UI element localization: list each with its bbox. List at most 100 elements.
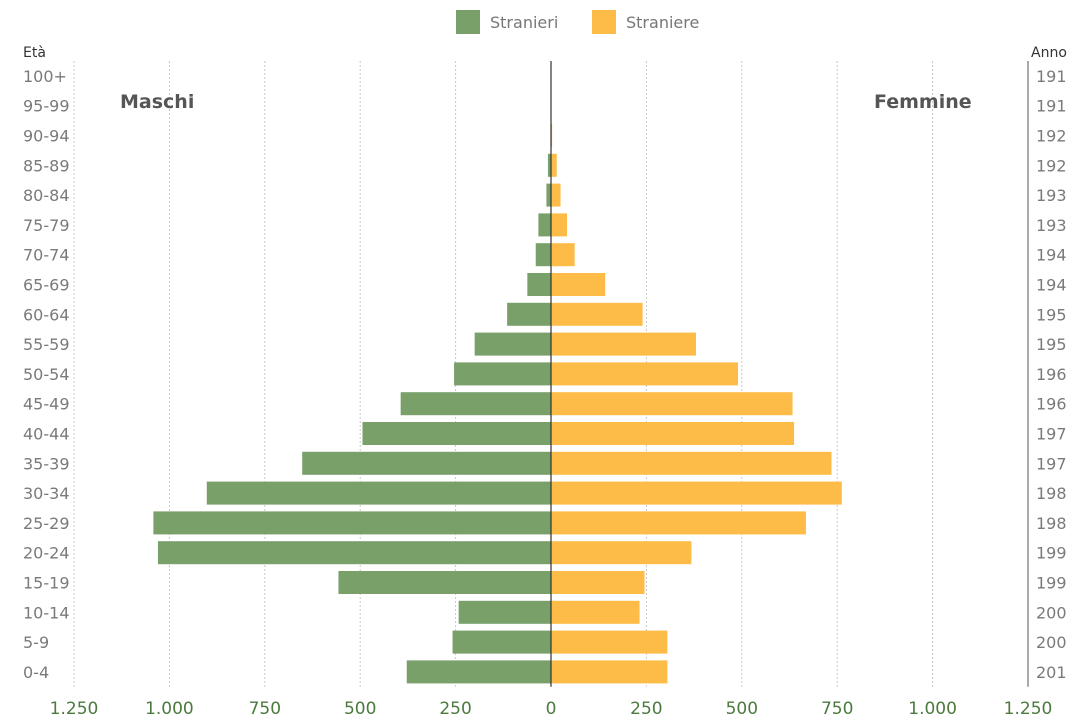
year-label: 200 [1036,633,1067,652]
age-label: 45-49 [23,395,70,414]
year-label: 196 [1036,395,1067,414]
year-label: 192 [1036,127,1067,146]
bar-straniere-40-44 [551,422,795,445]
x-tick-label: 500 [344,699,376,719]
age-label: 5-9 [23,633,49,652]
bar-stranieri-85-89 [547,153,551,177]
age-label: 90-94 [23,127,70,146]
x-tick-labels: 1.250 1.000 750 500 250 0 250 500 750 1.000 1.250 [50,699,1053,719]
year-label: 201 [1036,663,1067,682]
year-label: 197 [1036,454,1067,473]
x-tick-label: 1.250 [1004,699,1053,719]
bar-stranieri-60-64 [507,302,551,326]
year-label: 194 [1036,276,1067,295]
bar-stranieri-35-39 [302,451,551,475]
year-label: 199 [1036,544,1067,563]
right-axis-title: Anno [1031,45,1067,61]
year-label: 191 [1036,67,1067,86]
year-label: 197 [1036,425,1067,444]
bar-straniere-5-9 [551,630,668,654]
bar-straniere-55-59 [551,332,697,356]
x-tick-label: 0 [546,699,557,719]
year-label: 193 [1036,216,1067,235]
year-label: 198 [1036,514,1067,533]
year-label: 192 [1036,156,1067,175]
age-label: 100+ [23,67,67,86]
bar-straniere-30-34 [551,481,842,505]
age-label: 35-39 [23,454,70,473]
year-label: 200 [1036,603,1067,622]
bar-stranieri-0-4 [406,660,551,684]
bar-stranieri-45-49 [400,392,551,416]
x-tick-label: 1.000 [908,699,957,719]
bar-stranieri-30-34 [206,481,551,505]
x-tick-label: 250 [630,699,662,719]
bars [153,94,842,684]
year-label: 195 [1036,335,1067,354]
bar-straniere-75-79 [551,213,568,237]
bar-stranieri-70-74 [535,243,551,267]
x-tick-label: 1.250 [50,699,99,719]
age-label: 85-89 [23,156,70,175]
age-label: 50-54 [23,365,70,384]
bar-straniere-80-84 [551,183,561,207]
bar-stranieri-20-24 [157,541,551,565]
x-tick-label: 500 [726,699,758,719]
legend-swatch-stranieri [456,10,480,34]
age-label: 70-74 [23,246,70,265]
maschi-label: Maschi [120,91,194,113]
bar-stranieri-80-84 [546,183,551,207]
age-label: 30-34 [23,484,70,503]
year-label: 198 [1036,484,1067,503]
year-label: 195 [1036,305,1067,324]
bar-straniere-45-49 [551,392,793,416]
x-tick-label: 1.000 [145,699,194,719]
bar-stranieri-25-29 [153,511,551,535]
year-label: 193 [1036,186,1067,205]
age-labels: 0-4 5-9 10-14 15-19 20-24 25-29 30-34 35-39 40-4… [23,67,70,682]
year-label: 199 [1036,574,1067,593]
x-tick-label: 750 [821,699,853,719]
bar-straniere-15-19 [551,571,645,594]
bar-straniere-60-64 [551,302,643,326]
bar-stranieri-15-19 [338,571,551,594]
bar-stranieri-5-9 [452,630,551,654]
age-label: 55-59 [23,335,70,354]
left-axis-title: Età [23,45,46,61]
bar-stranieri-65-69 [527,273,551,296]
x-tick-label: 250 [439,699,471,719]
age-label: 25-29 [23,514,70,533]
legend-swatch-straniere [592,10,616,34]
age-label: 80-84 [23,186,70,205]
age-label: 0-4 [23,663,49,682]
age-label: 20-24 [23,544,70,563]
bar-straniere-25-29 [551,511,806,535]
bar-straniere-0-4 [551,660,668,684]
legend-label-straniere: Straniere [626,13,699,32]
bar-stranieri-55-59 [474,332,551,356]
x-tick-label: 750 [249,699,281,719]
year-labels: 201 200 200 199 199 198 198 197 197 196 196 195 195 1… [1036,67,1067,682]
bar-straniere-35-39 [551,451,832,475]
legend: Stranieri Straniere [456,10,699,34]
bar-stranieri-50-54 [454,362,551,386]
year-label: 191 [1036,97,1067,116]
femmine-label: Femmine [874,91,972,113]
bar-stranieri-75-79 [538,213,551,237]
bar-straniere-10-14 [551,600,640,624]
bar-straniere-85-89 [551,153,557,177]
age-label: 60-64 [23,305,70,324]
bar-straniere-65-69 [551,273,606,296]
age-label: 10-14 [23,603,70,622]
age-label: 75-79 [23,216,70,235]
age-label: 65-69 [23,276,70,295]
year-label: 194 [1036,246,1067,265]
age-label: 95-99 [23,97,70,116]
bar-straniere-70-74 [551,243,575,267]
bar-straniere-50-54 [551,362,738,386]
legend-label-stranieri: Stranieri [490,13,558,32]
bar-straniere-20-24 [551,541,692,565]
age-label: 40-44 [23,425,70,444]
bar-stranieri-40-44 [362,422,551,445]
